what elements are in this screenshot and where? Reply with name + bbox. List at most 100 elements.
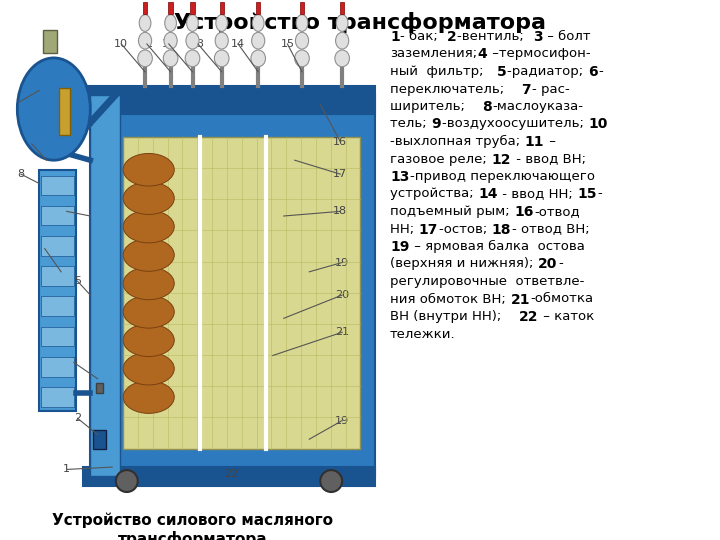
- Text: ВН (внутри НН);: ВН (внутри НН);: [390, 310, 518, 323]
- Ellipse shape: [123, 239, 174, 271]
- Bar: [90, 95, 120, 476]
- Ellipse shape: [296, 15, 308, 31]
- Text: 14: 14: [478, 187, 498, 201]
- Text: 12: 12: [162, 39, 176, 49]
- Ellipse shape: [165, 15, 176, 31]
- Ellipse shape: [123, 267, 174, 300]
- Text: -отвод: -отвод: [534, 205, 580, 218]
- Ellipse shape: [294, 50, 310, 67]
- Text: -: -: [558, 258, 563, 271]
- Bar: [43, 30, 58, 53]
- Ellipse shape: [336, 15, 348, 31]
- Text: газовое реле;: газовое реле;: [390, 152, 491, 165]
- Ellipse shape: [216, 15, 228, 31]
- Ellipse shape: [163, 50, 178, 67]
- Bar: [123, 137, 361, 449]
- Text: ния обмоток ВН;: ния обмоток ВН;: [390, 293, 510, 306]
- Text: 19: 19: [390, 240, 410, 254]
- Ellipse shape: [185, 50, 200, 67]
- Text: 6: 6: [588, 65, 598, 79]
- Ellipse shape: [139, 15, 151, 31]
- Text: 21: 21: [335, 327, 349, 338]
- Ellipse shape: [336, 32, 348, 49]
- Bar: [300, 2, 304, 14]
- Bar: [41, 327, 73, 346]
- Text: ширитель;: ширитель;: [390, 100, 482, 113]
- Bar: [59, 88, 71, 134]
- Ellipse shape: [335, 50, 349, 67]
- Ellipse shape: [295, 32, 309, 49]
- Text: тележки.: тележки.: [390, 327, 456, 341]
- Text: -привод переключающего: -привод переключающего: [410, 170, 595, 183]
- Text: 10: 10: [114, 39, 128, 49]
- Text: регулировочные  ответвле-: регулировочные ответвле-: [390, 275, 585, 288]
- Text: 13: 13: [191, 39, 205, 49]
- Ellipse shape: [123, 295, 174, 328]
- Bar: [90, 95, 375, 476]
- Bar: [41, 357, 73, 376]
- Bar: [220, 2, 224, 14]
- Ellipse shape: [138, 32, 152, 49]
- Text: 18: 18: [333, 206, 347, 217]
- Text: 7: 7: [28, 139, 35, 149]
- Text: 1: 1: [390, 30, 400, 44]
- Text: заземления;: заземления;: [390, 48, 477, 60]
- Text: 6: 6: [63, 206, 70, 217]
- Text: 11: 11: [525, 135, 544, 149]
- Bar: [39, 170, 76, 411]
- Bar: [41, 206, 73, 225]
- Text: 4: 4: [41, 244, 48, 254]
- Text: Устройство трансформатора: Устройство трансформатора: [174, 12, 546, 33]
- Bar: [41, 296, 73, 316]
- Ellipse shape: [186, 15, 198, 31]
- Ellipse shape: [123, 324, 174, 356]
- Ellipse shape: [215, 50, 229, 67]
- Ellipse shape: [123, 182, 174, 214]
- Text: НН;: НН;: [390, 222, 418, 235]
- Text: 7: 7: [521, 83, 531, 97]
- Text: подъемный рым;: подъемный рым;: [390, 205, 514, 218]
- Ellipse shape: [186, 32, 199, 49]
- Ellipse shape: [123, 210, 174, 243]
- Ellipse shape: [253, 15, 264, 31]
- Bar: [41, 387, 73, 407]
- Text: 9: 9: [431, 118, 441, 132]
- Bar: [83, 86, 375, 114]
- Circle shape: [116, 470, 138, 492]
- Bar: [256, 2, 261, 14]
- Text: -радиатор;: -радиатор;: [507, 65, 588, 78]
- Ellipse shape: [123, 381, 174, 413]
- Text: -остов;: -остов;: [438, 222, 491, 235]
- Text: 19: 19: [335, 416, 349, 426]
- Text: - ввод НН;: - ввод НН;: [498, 187, 577, 200]
- Bar: [41, 266, 73, 286]
- Text: -: -: [598, 65, 603, 78]
- Text: 10: 10: [588, 118, 608, 132]
- Bar: [96, 383, 103, 393]
- Circle shape: [320, 470, 342, 492]
- Text: 21: 21: [510, 293, 530, 307]
- Text: 17: 17: [333, 169, 347, 179]
- Text: – болт: – болт: [543, 30, 590, 43]
- Text: 15: 15: [280, 39, 294, 49]
- Ellipse shape: [123, 153, 174, 186]
- Text: 5: 5: [74, 276, 81, 286]
- Text: 19: 19: [335, 258, 349, 267]
- Bar: [190, 2, 194, 14]
- Text: - рас-: - рас-: [532, 83, 570, 96]
- Text: 13: 13: [390, 170, 410, 184]
- Text: 22: 22: [518, 310, 539, 324]
- Ellipse shape: [123, 353, 174, 385]
- Text: - ввод ВН;: - ввод ВН;: [511, 152, 585, 165]
- Text: 3: 3: [533, 30, 543, 44]
- Text: 8: 8: [482, 100, 492, 114]
- Bar: [340, 2, 344, 14]
- Text: – каток: – каток: [539, 310, 594, 323]
- Text: 3: 3: [71, 357, 77, 368]
- Text: -вентиль;: -вентиль;: [457, 30, 533, 43]
- Text: 18: 18: [492, 222, 511, 237]
- Bar: [41, 176, 73, 195]
- Text: ный  фильтр;: ный фильтр;: [390, 65, 496, 78]
- Text: 2: 2: [74, 413, 81, 423]
- Text: – ярмовая балка  остова: – ярмовая балка остова: [410, 240, 585, 253]
